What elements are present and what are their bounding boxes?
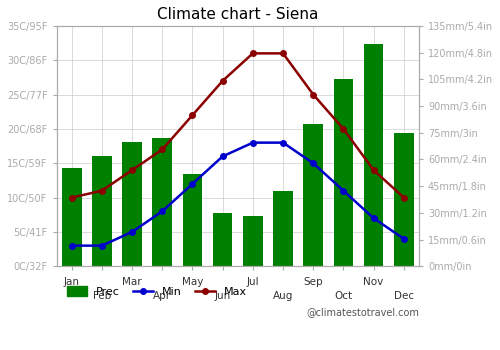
- Bar: [304, 124, 323, 266]
- Bar: [122, 142, 142, 266]
- Text: Apr: Apr: [153, 291, 172, 301]
- Text: Mar: Mar: [122, 277, 142, 287]
- Text: May: May: [182, 277, 203, 287]
- Bar: [213, 213, 233, 266]
- Title: Climate chart - Siena: Climate chart - Siena: [157, 7, 318, 22]
- Text: Jan: Jan: [64, 277, 80, 287]
- Bar: [334, 79, 353, 266]
- Bar: [92, 156, 112, 266]
- Bar: [62, 168, 82, 266]
- Text: Jul: Jul: [246, 277, 259, 287]
- Bar: [273, 191, 293, 266]
- Legend: Prec, Min, Max: Prec, Min, Max: [62, 282, 251, 302]
- Bar: [394, 133, 413, 266]
- Text: Nov: Nov: [364, 277, 384, 287]
- Text: Sep: Sep: [304, 277, 323, 287]
- Bar: [243, 216, 262, 266]
- Bar: [182, 174, 203, 266]
- Text: Aug: Aug: [273, 291, 293, 301]
- Bar: [152, 138, 172, 266]
- Bar: [364, 44, 384, 266]
- Text: Jun: Jun: [214, 291, 231, 301]
- Text: Dec: Dec: [394, 291, 414, 301]
- Text: @climatestotravel.com: @climatestotravel.com: [306, 307, 419, 317]
- Text: Feb: Feb: [93, 291, 111, 301]
- Text: Oct: Oct: [334, 291, 352, 301]
